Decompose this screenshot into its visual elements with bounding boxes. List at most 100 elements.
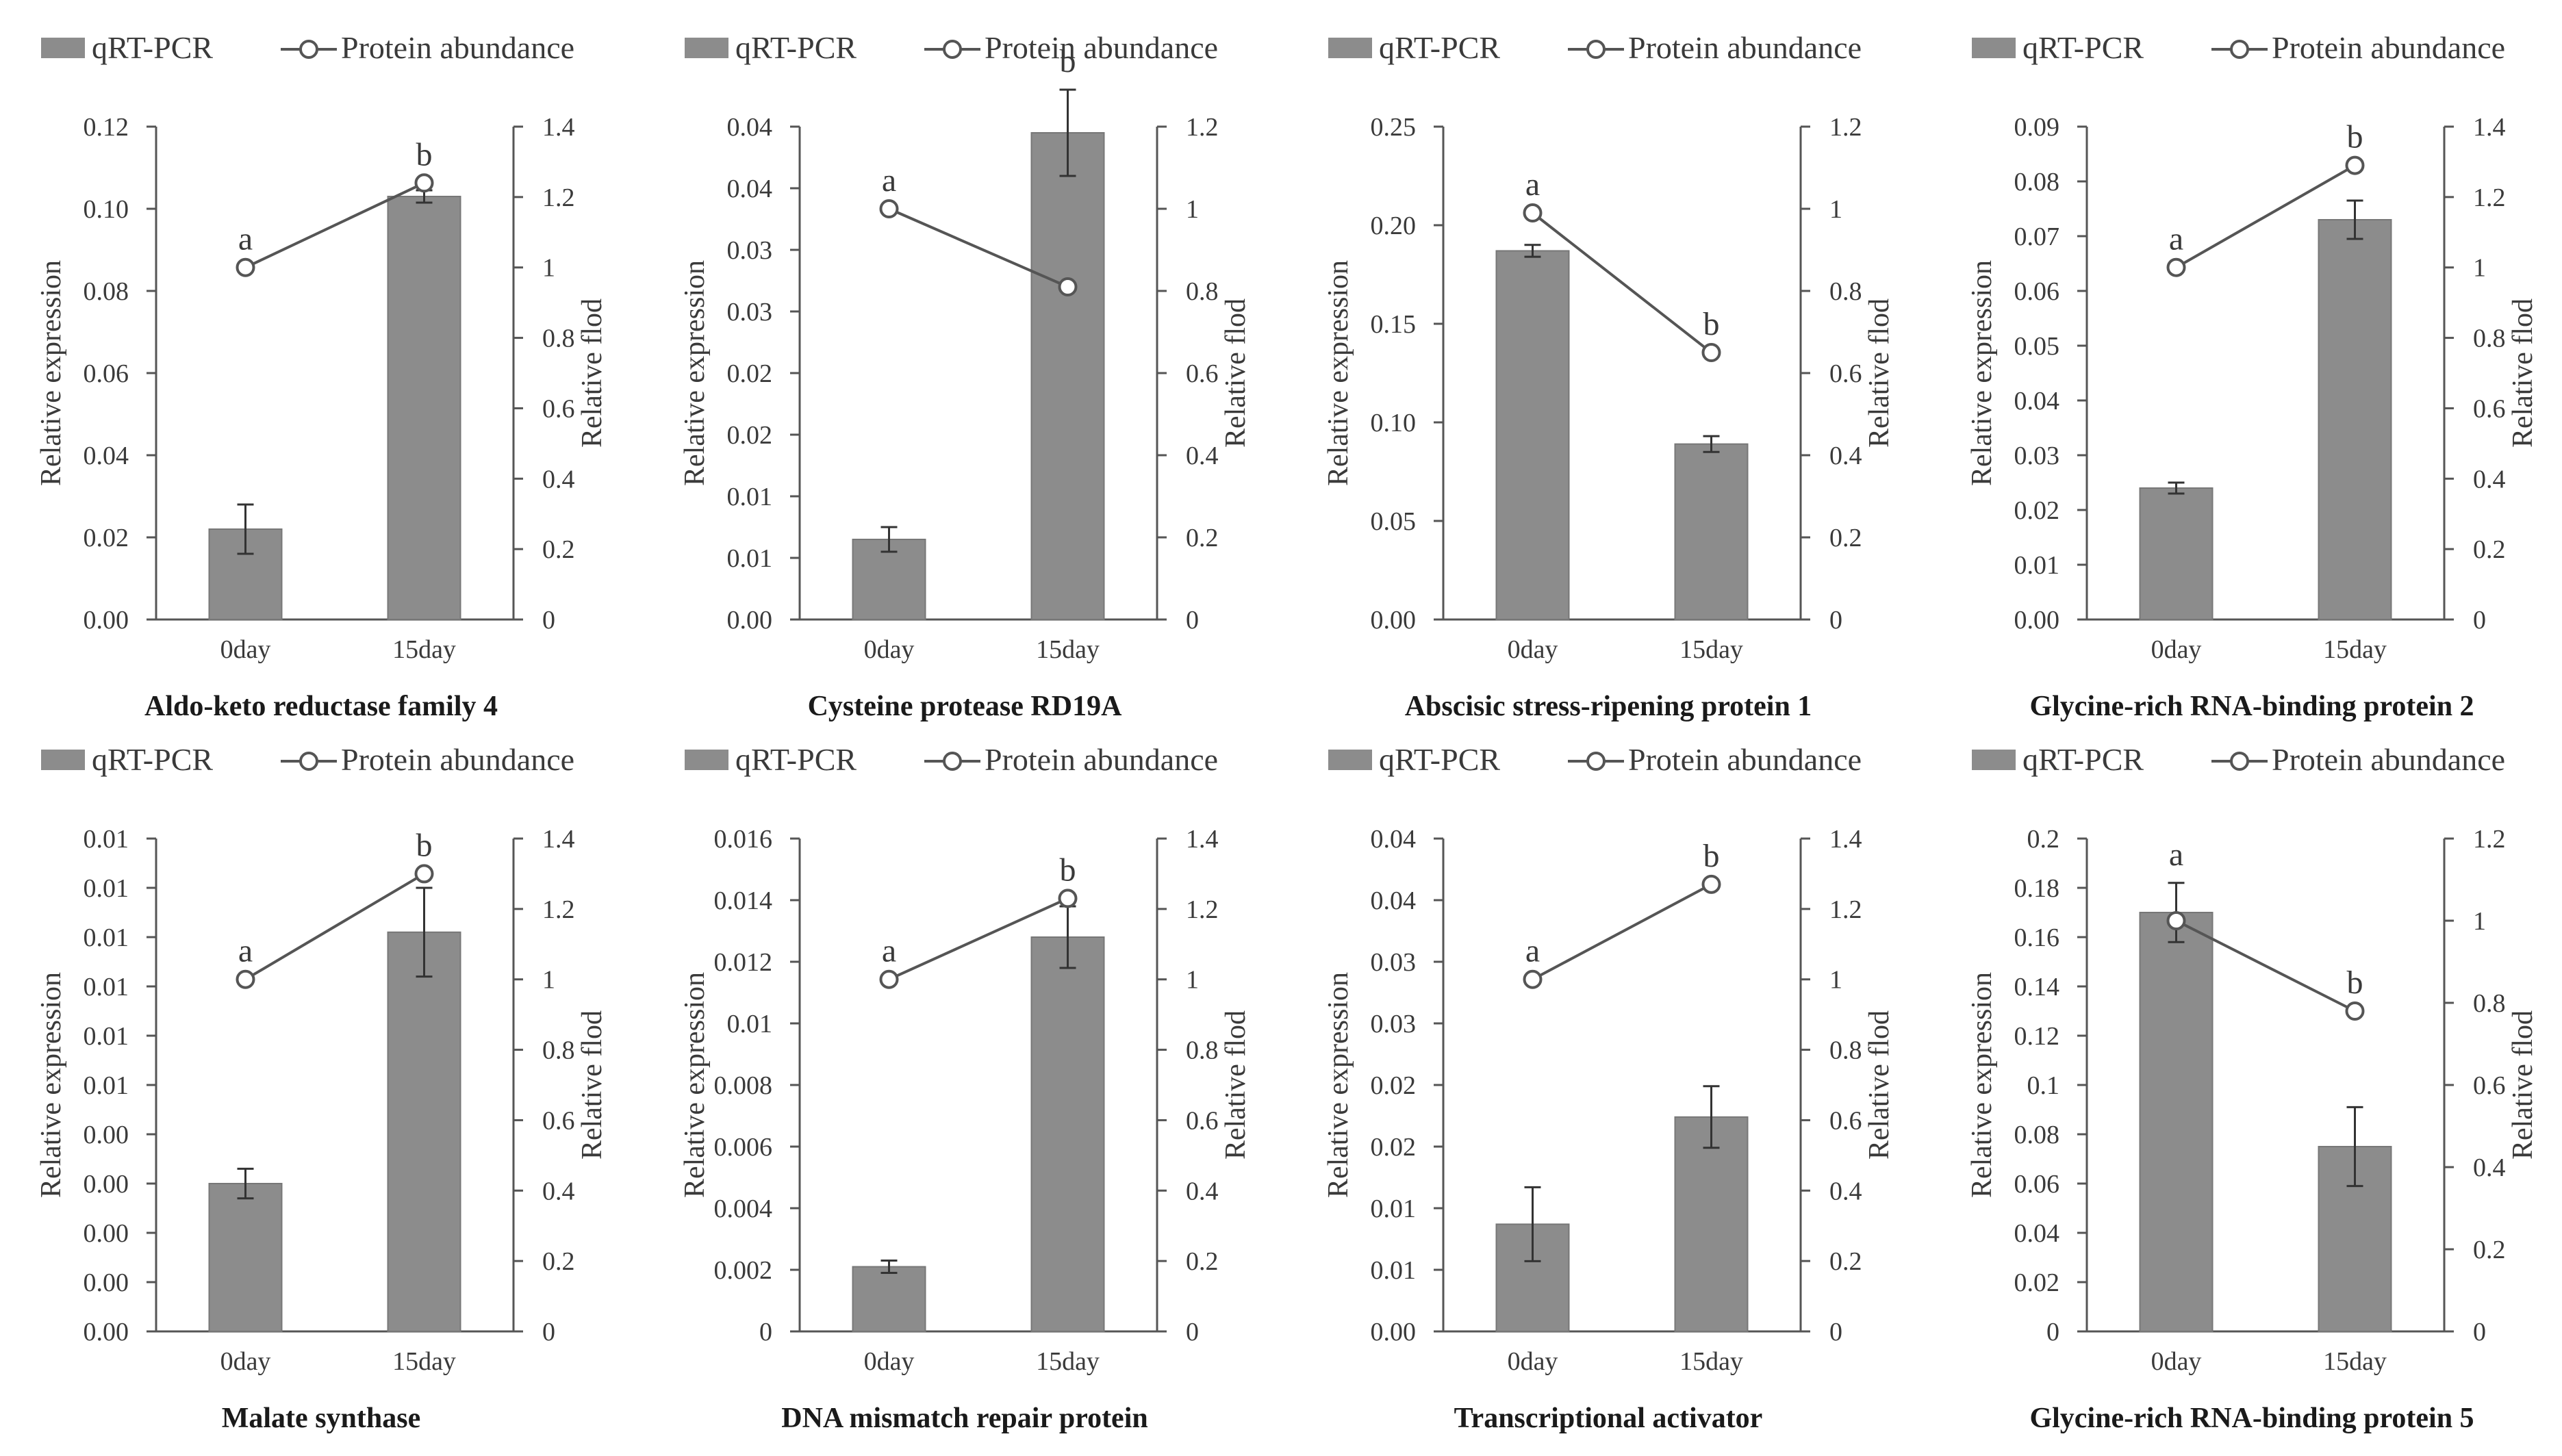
x-tick-label: 15day bbox=[2323, 1347, 2387, 1376]
y-tick-label: 0.07 bbox=[2014, 222, 2060, 251]
significance-letter: a bbox=[1525, 166, 1540, 203]
y2-axis-title: Relative flod bbox=[1220, 298, 1252, 448]
protein-point bbox=[879, 969, 899, 989]
y2-tick-label: 0.8 bbox=[2473, 324, 2506, 353]
y-tick-label: 0.04 bbox=[727, 175, 773, 203]
y-axis-title: Relative expression bbox=[679, 260, 711, 486]
legend-bar-label: qRT-PCR bbox=[735, 742, 857, 777]
y2-tick-label: 0 bbox=[1829, 606, 1842, 635]
legend-bar-swatch bbox=[41, 38, 85, 58]
y-tick-label: 0.00 bbox=[1371, 1318, 1417, 1346]
y-tick-label: 0.008 bbox=[714, 1071, 773, 1100]
y-tick-label: 0.25 bbox=[1371, 113, 1417, 142]
chart-title: Cysteine protease RD19A bbox=[808, 691, 1122, 722]
y-tick-label: 0.14 bbox=[2014, 973, 2060, 1001]
y-tick-label: 0.01 bbox=[1371, 1195, 1417, 1223]
chart-title: Abscisic stress-ripening protein 1 bbox=[1405, 691, 1812, 722]
y2-tick-label: 1 bbox=[1829, 966, 1842, 995]
y2-tick-label: 1.4 bbox=[1829, 825, 1862, 854]
y-tick-label: 0.006 bbox=[714, 1133, 773, 1162]
y-tick-label: 0.00 bbox=[84, 1268, 129, 1297]
y-tick-label: 0.08 bbox=[2014, 1121, 2060, 1149]
y-tick-label: 0.20 bbox=[1371, 212, 1417, 240]
x-tick-label: 15day bbox=[1679, 635, 1743, 664]
y-tick-label: 0.12 bbox=[84, 113, 129, 142]
chart-panel: qRT-PCR Protein abundance 0.00 0.01 0.02 0.03… bbox=[1966, 30, 2539, 722]
significance-letter: a bbox=[2169, 221, 2183, 257]
x-tick-label: 0day bbox=[220, 635, 271, 664]
y2-tick-label: 0.4 bbox=[542, 465, 575, 494]
y2-tick-label: 0.6 bbox=[1186, 359, 1219, 388]
legend-bar-label: qRT-PCR bbox=[2022, 30, 2144, 65]
bar bbox=[387, 196, 461, 620]
legend-line-marker bbox=[943, 752, 962, 771]
y-tick-label: 0.06 bbox=[84, 359, 129, 388]
y2-tick-label: 0.4 bbox=[2473, 465, 2506, 494]
protein-point bbox=[2345, 1001, 2365, 1021]
bar bbox=[852, 1266, 926, 1332]
chart-panel: qRT-PCR Protein abundance 0.00 0.01 0.01 0.02… bbox=[679, 30, 1252, 722]
y2-tick-label: 1.2 bbox=[2473, 825, 2506, 854]
x-tick-label: 0day bbox=[864, 635, 915, 664]
chart-panel: qRT-PCR Protein abundance 0.00 0.01 0.01 0.02… bbox=[1323, 742, 1895, 1434]
y2-tick-label: 0.6 bbox=[2473, 394, 2506, 423]
legend-bar-label: qRT-PCR bbox=[1379, 30, 1500, 65]
y2-tick-label: 1.2 bbox=[2473, 183, 2506, 212]
y-tick-label: 0.02 bbox=[727, 421, 773, 450]
x-tick-label: 0day bbox=[220, 1347, 271, 1376]
significance-letter: a bbox=[2169, 836, 2183, 873]
y-tick-label: 0.16 bbox=[2014, 923, 2060, 952]
protein-point bbox=[1058, 889, 1078, 908]
y-tick-label: 0.01 bbox=[727, 1010, 773, 1038]
legend-line-marker bbox=[299, 40, 318, 59]
y2-tick-label: 1.4 bbox=[542, 113, 575, 142]
x-tick-label: 0day bbox=[1508, 1347, 1558, 1376]
y2-axis-title: Relative flod bbox=[1220, 1010, 1252, 1160]
chart-panel: qRT-PCR Protein abundance 0 0.02 0.04 0.06 0.0… bbox=[1966, 742, 2539, 1434]
y-axis-title: Relative expression bbox=[36, 972, 67, 1198]
y-tick-label: 0.08 bbox=[84, 277, 129, 306]
y-tick-label: 0.03 bbox=[1371, 948, 1417, 977]
y-tick-label: 0.15 bbox=[1371, 310, 1417, 339]
protein-line bbox=[244, 872, 425, 981]
legend-bar-swatch bbox=[41, 750, 85, 770]
y2-tick-label: 1 bbox=[1829, 195, 1842, 224]
y-tick-label: 0.01 bbox=[84, 973, 129, 1001]
significance-letter: b bbox=[2347, 119, 2363, 155]
protein-line bbox=[888, 207, 1069, 288]
y2-tick-label: 1.4 bbox=[542, 825, 575, 854]
y2-tick-label: 0.8 bbox=[1829, 1036, 1862, 1065]
y2-axis-title: Relative flod bbox=[1864, 298, 1895, 448]
y2-tick-label: 1.2 bbox=[1829, 113, 1862, 142]
legend-bar-label: qRT-PCR bbox=[1379, 742, 1500, 777]
y2-axis-title: Relative flod bbox=[576, 298, 608, 448]
y-tick-label: 0.04 bbox=[1371, 886, 1417, 915]
y-axis-title: Relative expression bbox=[1323, 972, 1354, 1198]
y2-tick-label: 0.4 bbox=[1186, 1177, 1219, 1205]
bar bbox=[2139, 912, 2214, 1332]
x-tick-label: 15day bbox=[1036, 635, 1100, 664]
x-tick-label: 0day bbox=[1508, 635, 1558, 664]
x-tick-label: 15day bbox=[1679, 1347, 1743, 1376]
y-tick-label: 0.01 bbox=[84, 1071, 129, 1100]
legend-bar-swatch bbox=[1328, 38, 1372, 58]
bar bbox=[208, 1183, 283, 1332]
y-tick-label: 0.00 bbox=[84, 606, 129, 635]
protein-point bbox=[2345, 155, 2365, 175]
y-tick-label: 0.01 bbox=[2014, 551, 2060, 580]
y-tick-label: 0.18 bbox=[2014, 874, 2060, 903]
protein-line bbox=[1532, 883, 1712, 981]
chart-title: Transcriptional activator bbox=[1454, 1403, 1763, 1434]
y-tick-label: 0.04 bbox=[1371, 825, 1417, 854]
protein-point bbox=[414, 173, 434, 193]
y-axis-title: Relative expression bbox=[1966, 260, 1998, 486]
y2-tick-label: 0.2 bbox=[542, 1247, 575, 1276]
y2-tick-label: 1.4 bbox=[2473, 113, 2506, 142]
y-tick-label: 0.03 bbox=[1371, 1010, 1417, 1038]
significance-letter: a bbox=[1525, 933, 1540, 969]
y2-tick-label: 0 bbox=[542, 606, 555, 635]
significance-letter: b bbox=[2347, 965, 2363, 1001]
y2-axis-title: Relative flod bbox=[1864, 1010, 1895, 1160]
y-tick-label: 0 bbox=[2046, 1318, 2059, 1346]
